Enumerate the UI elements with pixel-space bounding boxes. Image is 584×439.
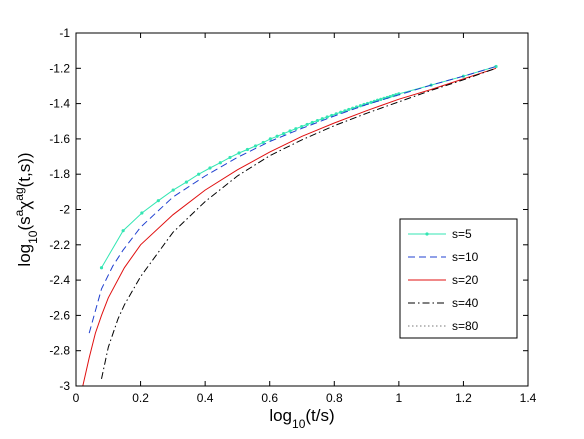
legend-box	[399, 218, 518, 339]
data-point	[140, 211, 144, 215]
y-tick-label: -1.6	[49, 132, 70, 146]
x-tick-label: 0.4	[197, 391, 214, 405]
data-point	[228, 155, 232, 160]
data-point	[315, 118, 320, 123]
legend-marker	[425, 232, 429, 236]
data-point	[320, 117, 324, 121]
y-tick-label: -1.2	[49, 61, 70, 75]
x-axis-label: log10(t/s)	[269, 406, 334, 431]
data-point	[288, 129, 292, 133]
y-tick-label: -2.4	[49, 273, 70, 287]
axis-ticks: 0 0.2 0.4 0.6 0.8 1 1.2 1.4 -3 -2.8 -2.6 -2.4 -2.2 -2…	[49, 26, 536, 405]
data-point	[294, 127, 298, 131]
x-tick-label: 0	[73, 391, 80, 405]
data-point	[245, 147, 250, 152]
y-tick-label: -1	[59, 26, 70, 40]
legend-label: s=40	[452, 296, 479, 310]
legend-label: s=5	[452, 227, 472, 241]
data-point	[268, 137, 272, 141]
legend-label: s=80	[452, 319, 479, 333]
x-tick-label: 1.4	[520, 391, 537, 405]
data-point	[391, 94, 395, 98]
series-line-s-10	[88, 66, 497, 334]
x-tick-label: 1.2	[455, 391, 472, 405]
data-point	[121, 229, 125, 233]
data-point	[358, 104, 363, 108]
y-tick-label: -2	[59, 203, 70, 217]
y-tick-label: -2.8	[49, 344, 70, 358]
data-point	[197, 172, 201, 176]
data-point	[347, 107, 351, 112]
data-point	[369, 100, 373, 104]
x-tick-label: 1	[396, 391, 403, 405]
y-tick-label: -1.8	[49, 167, 70, 181]
data-point	[253, 144, 258, 148]
legend-label: s=10	[452, 250, 479, 264]
data-point	[261, 140, 265, 145]
data-point	[171, 188, 175, 192]
data-point	[281, 132, 286, 136]
data-point	[208, 166, 212, 170]
data-point	[494, 64, 498, 69]
y-tick-label: -2.2	[49, 238, 70, 252]
x-tick-label: 0.8	[326, 391, 343, 405]
series-line-s-40	[101, 67, 497, 380]
data-point	[305, 122, 309, 127]
data-point	[218, 161, 222, 165]
y-tick-label: -1.4	[49, 97, 70, 111]
data-point	[184, 180, 189, 184]
y-tick-label: -2.6	[49, 308, 70, 322]
data-point	[300, 124, 304, 129]
data-point	[237, 151, 241, 155]
plot-area	[82, 64, 498, 387]
data-point	[379, 97, 383, 101]
y-axis-label: log10(saχag(t,s))	[12, 152, 40, 266]
data-point	[99, 266, 104, 270]
data-point	[275, 134, 279, 138]
y-tick-label: -3	[59, 379, 70, 393]
x-tick-label: 0.2	[132, 391, 149, 405]
data-point	[310, 120, 314, 125]
data-point	[156, 199, 160, 203]
data-point	[325, 115, 329, 119]
series-line-s-20	[82, 67, 497, 387]
legend: s=5 s=10 s=20 s=40 s=80	[399, 218, 518, 339]
x-tick-label: 0.6	[261, 391, 278, 405]
legend-label: s=20	[452, 273, 479, 287]
